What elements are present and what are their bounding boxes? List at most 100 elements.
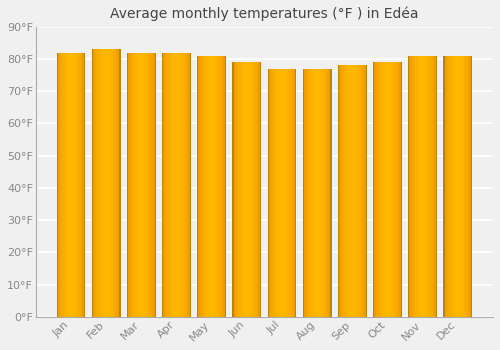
Bar (269, 69, 270, 317)
Bar (320, 69, 321, 317)
Bar (359, 65, 360, 317)
Bar (257, 62, 258, 317)
Bar (356, 65, 358, 317)
Bar (61, 52, 62, 317)
Bar (363, 65, 364, 317)
Bar (65, 52, 66, 317)
Bar (200, 56, 201, 317)
Bar (416, 56, 417, 317)
Bar (457, 56, 458, 317)
Bar (197, 56, 198, 317)
Bar (401, 62, 402, 317)
Bar (99, 49, 100, 317)
Bar (376, 62, 378, 317)
Bar (162, 52, 163, 317)
Bar (340, 65, 341, 317)
Bar (146, 52, 147, 317)
Bar (313, 69, 314, 317)
Bar (69, 52, 70, 317)
Bar (222, 56, 223, 317)
Bar (306, 69, 307, 317)
Bar (164, 52, 165, 317)
Bar (219, 56, 220, 317)
Bar (324, 69, 325, 317)
Bar (408, 56, 409, 317)
Bar (130, 52, 131, 317)
Bar (315, 69, 316, 317)
Bar (220, 56, 221, 317)
Bar (84, 52, 86, 317)
Bar (343, 65, 344, 317)
Bar (145, 52, 146, 317)
Bar (388, 62, 389, 317)
Bar (420, 56, 421, 317)
Bar (225, 56, 226, 317)
Bar (100, 49, 101, 317)
Bar (248, 62, 249, 317)
Bar (62, 52, 63, 317)
Bar (424, 56, 425, 317)
Bar (454, 56, 455, 317)
Bar (323, 69, 324, 317)
Bar (398, 62, 399, 317)
Bar (425, 56, 426, 317)
Bar (322, 69, 323, 317)
Bar (408, 56, 410, 317)
Bar (280, 69, 281, 317)
Bar (94, 49, 96, 317)
Bar (279, 69, 280, 317)
Bar (103, 49, 104, 317)
Bar (373, 62, 374, 317)
Bar (414, 56, 416, 317)
Bar (79, 52, 80, 317)
Bar (381, 62, 382, 317)
Bar (362, 65, 363, 317)
Bar (232, 62, 234, 317)
Bar (433, 56, 434, 317)
Bar (92, 49, 93, 317)
Bar (272, 69, 274, 317)
Bar (68, 52, 69, 317)
Bar (180, 52, 181, 317)
Bar (294, 69, 295, 317)
Bar (182, 52, 183, 317)
Bar (252, 62, 254, 317)
Bar (56, 52, 58, 317)
Bar (447, 56, 448, 317)
Bar (168, 52, 169, 317)
Bar (426, 56, 427, 317)
Bar (305, 69, 306, 317)
Bar (463, 56, 464, 317)
Bar (374, 62, 375, 317)
Bar (154, 52, 155, 317)
Bar (364, 65, 366, 317)
Bar (254, 62, 256, 317)
Bar (348, 65, 350, 317)
Bar (147, 52, 148, 317)
Bar (57, 52, 58, 317)
Bar (211, 56, 212, 317)
Bar (58, 52, 59, 317)
Bar (190, 52, 191, 317)
Bar (70, 52, 71, 317)
Bar (183, 52, 184, 317)
Bar (166, 52, 167, 317)
Bar (295, 69, 296, 317)
Bar (142, 52, 144, 317)
Bar (64, 52, 65, 317)
Bar (223, 56, 224, 317)
Bar (468, 56, 469, 317)
Bar (244, 62, 246, 317)
Bar (308, 69, 309, 317)
Bar (204, 56, 205, 317)
Bar (216, 56, 218, 317)
Bar (353, 65, 354, 317)
Bar (169, 52, 170, 317)
Bar (278, 69, 279, 317)
Bar (330, 69, 331, 317)
Bar (247, 62, 248, 317)
Bar (249, 62, 250, 317)
Bar (239, 62, 240, 317)
Bar (190, 52, 191, 317)
Bar (379, 62, 380, 317)
